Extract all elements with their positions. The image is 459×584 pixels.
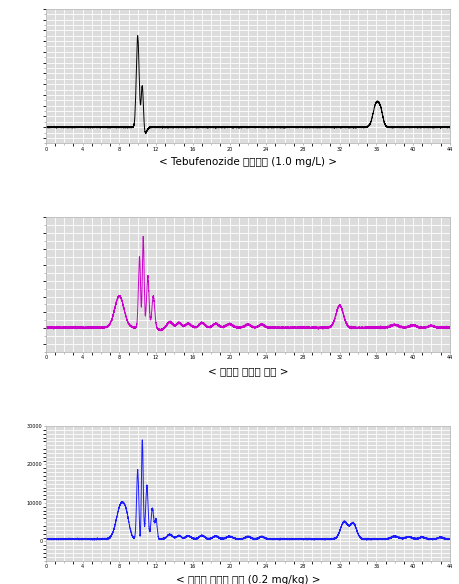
X-axis label: < 미나리 회수율 시험 (0.2 mg/kg) >: < 미나리 회수율 시험 (0.2 mg/kg) >: [176, 575, 320, 584]
X-axis label: < 미나리 무처리 시료 >: < 미나리 무처리 시료 >: [207, 366, 288, 376]
X-axis label: < Tebufenozide 표준용액 (1.0 mg/L) >: < Tebufenozide 표준용액 (1.0 mg/L) >: [159, 158, 337, 168]
